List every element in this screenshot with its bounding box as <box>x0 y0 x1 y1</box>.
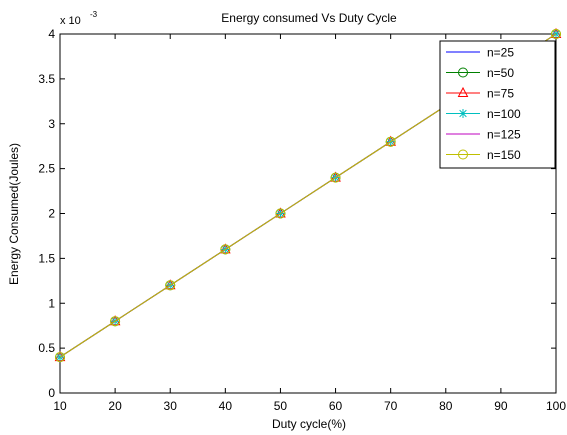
y-tick-label: 4 <box>48 27 55 41</box>
data-point <box>55 352 65 363</box>
legend-marker <box>458 149 468 160</box>
legend-marker <box>458 109 468 118</box>
legend-label: n=100 <box>487 107 521 121</box>
x-tick-label: 70 <box>384 399 398 413</box>
x-axis-label: Duty cycle(%) <box>272 417 346 431</box>
y-tick-label: 3.5 <box>38 72 55 86</box>
y-multiplier-exponent: -3 <box>90 10 98 19</box>
y-tick-label: 3 <box>48 117 55 131</box>
x-tick-label: 10 <box>53 399 67 413</box>
legend-entry: n=75 <box>446 87 514 101</box>
legend-label: n=75 <box>487 87 514 101</box>
y-tick-label: 0.5 <box>38 341 55 355</box>
x-tick-label: 100 <box>546 399 566 413</box>
legend-entry: n=25 <box>446 46 514 60</box>
legend-entry: n=50 <box>446 66 514 80</box>
star-stroke <box>459 109 467 118</box>
x-tick-label: 30 <box>164 399 178 413</box>
x-tick-label: 90 <box>494 399 508 413</box>
x-tick-label: 20 <box>108 399 122 413</box>
data-point <box>385 136 396 147</box>
data-point <box>220 244 231 255</box>
series-line <box>59 33 557 358</box>
legend-box <box>439 40 556 169</box>
axis-tick-labels: 10 20 30 40 50 60 70 80 90 100 0 0.5 1 1.5 2 2.5 3 3.5 4 <box>38 27 566 413</box>
y-multiplier-label: x 10 <box>60 15 81 27</box>
x-tick-label: 60 <box>329 399 343 413</box>
legend-entry: n=125 <box>446 128 521 142</box>
legend-entry: n=100 <box>446 107 521 121</box>
y-axis-label: Energy Consumed(Joules) <box>7 143 21 285</box>
data-point <box>551 29 561 39</box>
y-tick-label: 2.5 <box>38 162 55 176</box>
legend: n=25 n=50 n=75 n=100 n=125 n=150 <box>439 40 556 169</box>
chart-title: Energy consumed Vs Duty Cycle <box>221 11 397 25</box>
y-tick-label: 1 <box>48 296 55 310</box>
legend-entry: n=150 <box>446 148 521 162</box>
legend-marker <box>458 67 468 78</box>
legend-label: n=150 <box>487 148 521 162</box>
legend-marker <box>457 86 469 97</box>
y-tick-label: 2 <box>48 207 55 221</box>
legend-label: n=50 <box>487 66 514 80</box>
x-tick-label: 50 <box>274 399 288 413</box>
legend-label: n=125 <box>487 128 521 142</box>
data-point <box>165 280 176 291</box>
legend-label: n=25 <box>487 46 514 60</box>
data-point <box>110 316 121 327</box>
x-tick-label: 40 <box>219 399 233 413</box>
data-point <box>275 208 286 219</box>
x-tick-label: 80 <box>439 399 453 413</box>
data-point <box>330 172 341 183</box>
y-tick-label: 0 <box>48 386 55 400</box>
y-tick-label: 1.5 <box>38 251 55 265</box>
